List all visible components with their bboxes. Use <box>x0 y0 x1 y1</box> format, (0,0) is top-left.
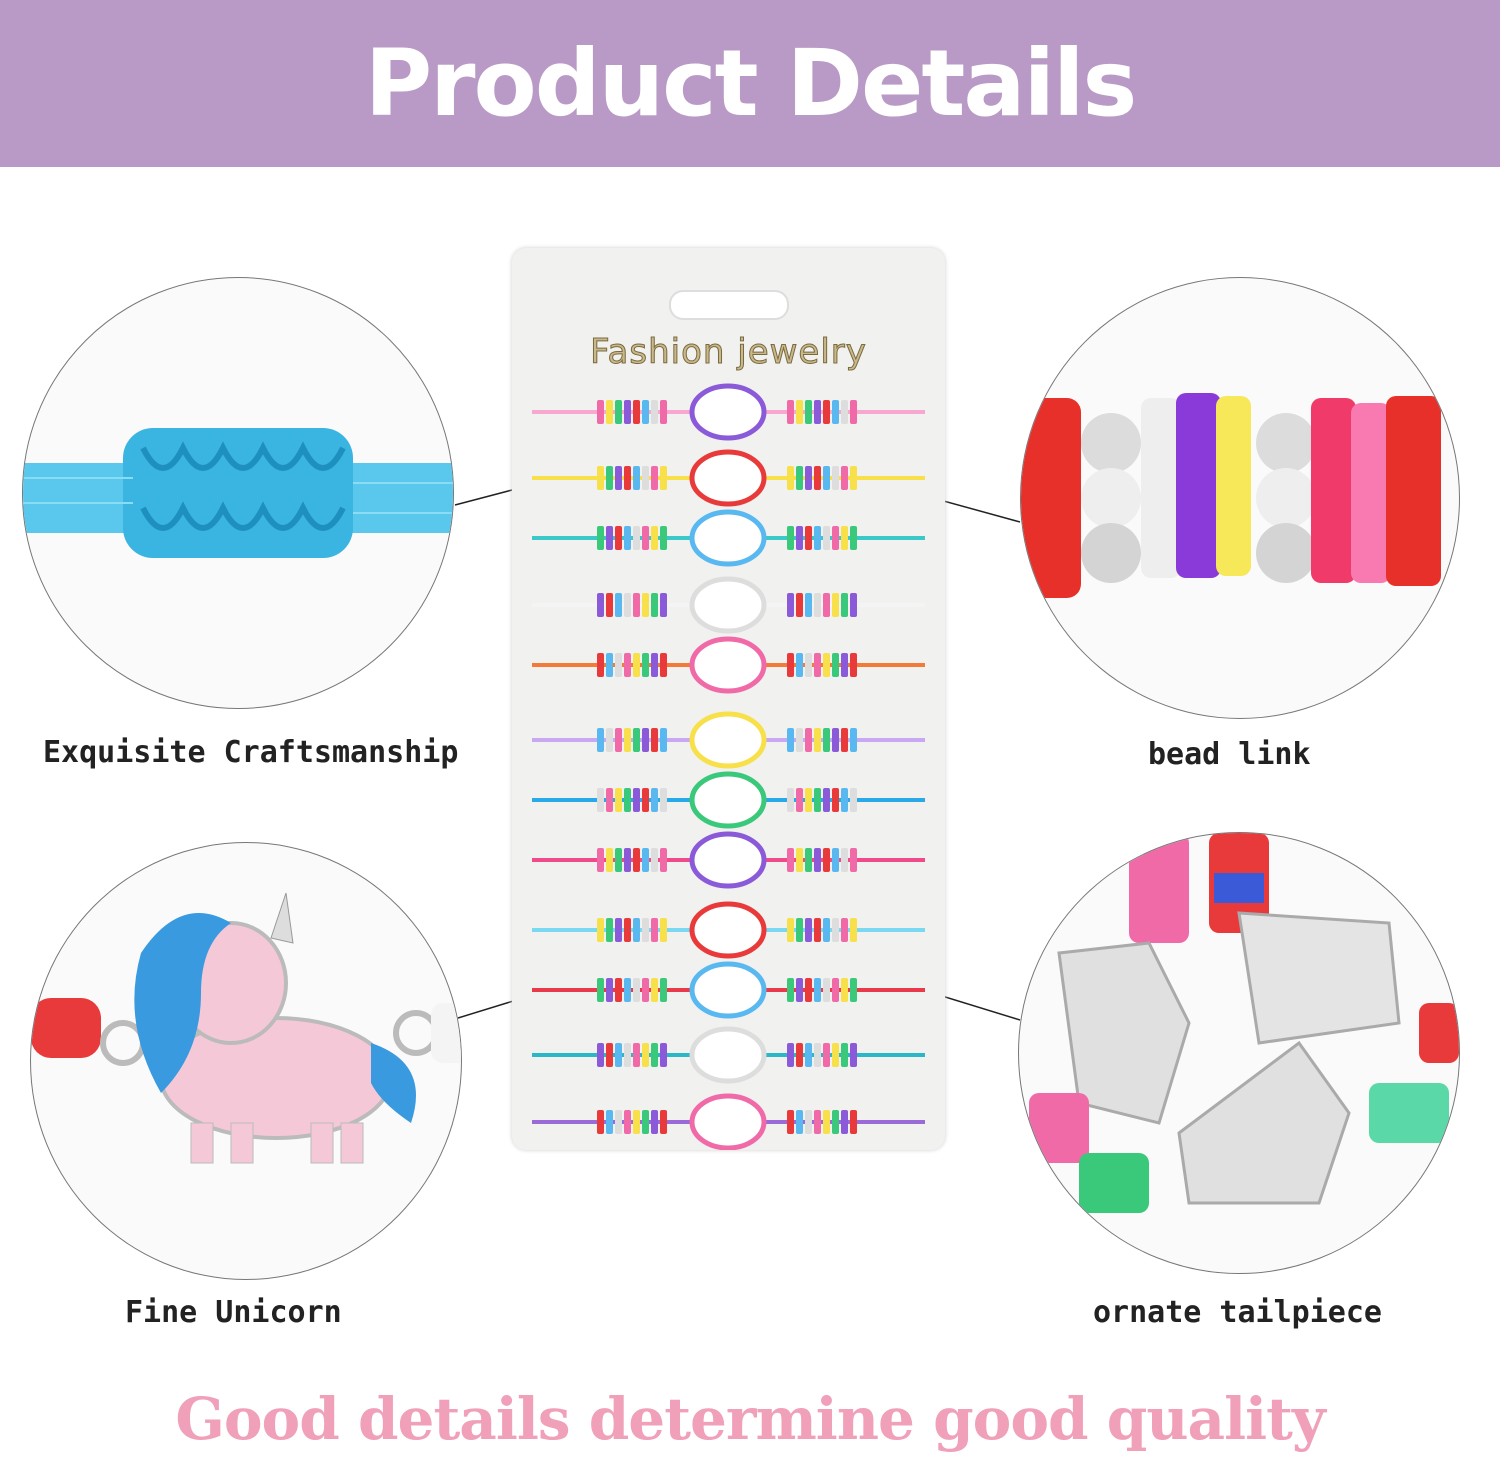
detail-circle-bead-link <box>1020 277 1460 719</box>
detail-circle-craftsmanship <box>22 277 454 709</box>
knot-icon <box>23 428 453 558</box>
unicorn-charm <box>689 576 767 634</box>
unicorn-charm <box>689 383 767 441</box>
bracelet <box>532 636 925 694</box>
unicorn-charm <box>689 636 767 694</box>
unicorn-charm <box>689 711 767 769</box>
label-ornate-tailpiece: ornate tailpiece <box>1093 1295 1382 1330</box>
bracelet <box>532 509 925 567</box>
bracelet <box>532 711 925 769</box>
bracelet-rows <box>532 383 925 1150</box>
card-brand-text: Fashion jewelry <box>590 332 867 373</box>
unicorn-charm <box>689 961 767 1019</box>
tailpiece-icon <box>1029 833 1459 1213</box>
hang-hole <box>669 290 789 320</box>
connector-line <box>454 489 513 506</box>
tagline: Good details determine good quality <box>175 1385 1325 1453</box>
unicorn-charm <box>689 901 767 959</box>
detail-circle-unicorn <box>30 842 462 1280</box>
detail-circle-tailpiece <box>1018 832 1460 1274</box>
label-fine-unicorn: Fine Unicorn <box>125 1295 342 1330</box>
unicorn-charm <box>689 509 767 567</box>
unicorn-icon <box>31 892 461 1164</box>
bracelet <box>532 901 925 959</box>
unicorn-charm <box>689 1026 767 1084</box>
unicorn-charm <box>689 771 767 829</box>
bracelet <box>532 1026 925 1084</box>
unicorn-charm <box>689 1093 767 1150</box>
unicorn-charm <box>689 831 767 889</box>
bracelet <box>532 383 925 441</box>
header-banner: Product Details <box>0 0 1500 167</box>
unicorn-charm <box>689 449 767 507</box>
bracelet <box>532 576 925 634</box>
bracelet <box>532 831 925 889</box>
product-card: Fashion jewelry <box>512 248 945 1150</box>
beads-icon <box>1021 393 1441 598</box>
bracelet <box>532 771 925 829</box>
page-title: Product Details <box>364 30 1138 137</box>
bracelet <box>532 961 925 1019</box>
label-craftsmanship: Exquisite Craftsmanship <box>43 735 459 770</box>
label-bead-link: bead link <box>1148 737 1311 772</box>
bracelet <box>532 1093 925 1150</box>
bracelet <box>532 449 925 507</box>
